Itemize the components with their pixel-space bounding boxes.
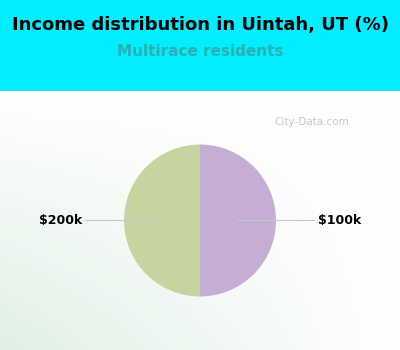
Wedge shape: [124, 145, 200, 296]
Wedge shape: [200, 145, 276, 296]
Text: $200k: $200k: [39, 214, 162, 227]
Text: City-Data.com: City-Data.com: [275, 117, 349, 127]
Text: Income distribution in Uintah, UT (%): Income distribution in Uintah, UT (%): [12, 16, 388, 34]
Text: $100k: $100k: [238, 214, 361, 227]
Text: Multirace residents: Multirace residents: [117, 44, 283, 59]
